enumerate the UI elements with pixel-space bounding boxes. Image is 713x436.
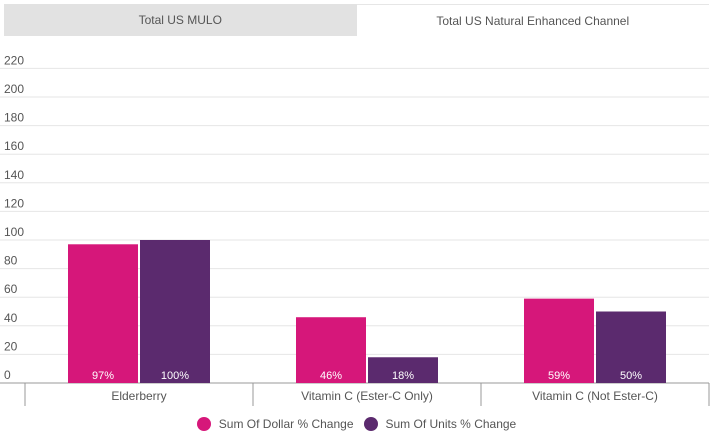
y-tick-label-100: 100 [4,225,24,239]
bar-dollar-1 [296,317,366,383]
bar-dollar-2 [524,298,594,383]
bar-value-label-dollar-0: 97% [92,370,114,382]
bar-value-label-dollar-1: 46% [320,370,342,382]
bar-value-label-units-1: 18% [392,370,414,382]
legend-label-units: Sum Of Units % Change [385,417,517,431]
chart-legend: Sum Of Dollar % Change Sum Of Units % Ch… [0,414,713,434]
y-tick-label-40: 40 [4,311,18,325]
y-tick-label-200: 200 [4,82,24,96]
legend-item-units[interactable]: Sum Of Units % Change [363,417,517,431]
legend-label-dollar: Sum Of Dollar % Change [218,417,354,431]
y-tick-label-220: 220 [4,53,24,67]
y-tick-label-20: 20 [4,339,18,353]
tab-total-us-natural-enhanced-channel[interactable]: Total US Natural Enhanced Channel [356,4,709,36]
legend-dot-dollar [196,417,211,431]
y-tick-label-140: 140 [4,168,24,182]
bar-value-label-units-2: 50% [620,370,642,382]
bar-dollar-0 [68,244,138,383]
y-tick-label-80: 80 [4,254,18,268]
y-tick-label-60: 60 [4,282,18,296]
y-tick-label-180: 180 [4,111,24,125]
tab-bar: Total US MULO Total US Natural Enhanced … [4,4,709,36]
x-tick-label-0: Elderberry [111,389,166,403]
bar-units-2 [596,311,666,383]
y-tick-label-0: 0 [4,368,11,382]
bar-units-0 [140,240,210,383]
legend-dot-units [363,417,378,431]
y-tick-label-160: 160 [4,139,24,153]
bar-units-1 [368,357,438,383]
x-tick-label-1: Vitamin C (Ester-C Only) [301,389,433,403]
legend-item-dollar[interactable]: Sum Of Dollar % Change [196,417,354,431]
x-tick-label-2: Vitamin C (Not Ester-C) [532,389,658,403]
bar-value-label-units-0: 100% [161,370,189,382]
y-tick-label-120: 120 [4,196,24,210]
tab-total-us-mulo[interactable]: Total US MULO [4,4,357,36]
bar-chart: 0 20 40 60 80 100 120 140 160 180 200 220 Elderberry… [0,53,710,406]
bar-value-label-dollar-2: 59% [548,370,570,382]
